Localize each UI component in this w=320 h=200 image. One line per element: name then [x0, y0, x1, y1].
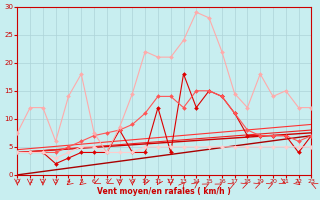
- X-axis label: Vent moyen/en rafales ( km/h ): Vent moyen/en rafales ( km/h ): [98, 187, 231, 196]
